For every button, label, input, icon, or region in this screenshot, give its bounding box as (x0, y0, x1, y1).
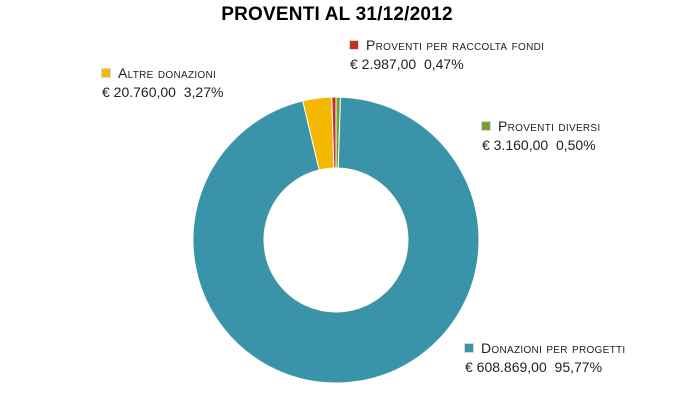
legend-swatch-donazioni-progetti (465, 343, 473, 352)
legend-swatch-proventi-diversi (482, 121, 490, 130)
legend-value-proventi-raccolta-fondi: € 2.987,00 0,47% (350, 56, 544, 72)
legend-label-donazioni-progetti: Donazioni per progetti (481, 339, 626, 356)
legend-amount-donazioni-progetti: € 608.869,00 (465, 359, 547, 375)
legend-label-altre-donazioni: Altre donazioni (118, 64, 217, 81)
slice-proventi-per-raccolta-fondi (331, 96, 337, 169)
legend-swatch-altre-donazioni (102, 68, 110, 77)
legend-altre-donazioni: Altre donazioni € 20.760,00 3,27% (102, 64, 223, 100)
legend-percent-donazioni-progetti: 95,77% (554, 359, 603, 375)
legend-value-altre-donazioni: € 20.760,00 3,27% (102, 84, 223, 100)
legend-label-proventi-diversi: Proventi diversi (498, 117, 601, 134)
legend-value-donazioni-progetti: € 608.869,00 95,77% (465, 359, 626, 375)
slice-donazioni-per-progetti (192, 96, 480, 384)
legend-donazioni-progetti: Donazioni per progetti € 608.869,00 95,7… (465, 339, 626, 375)
legend-percent-proventi-raccolta-fondi: 0,47% (423, 56, 464, 72)
legend-amount-proventi-raccolta-fondi: € 2.987,00 (350, 56, 417, 72)
legend-swatch-proventi-raccolta-fondi (350, 40, 358, 49)
legend-label-proventi-raccolta-fondi: Proventi per raccolta fondi (366, 36, 545, 53)
legend-proventi-diversi: Proventi diversi € 3.160,00 0,50% (482, 117, 601, 153)
legend-percent-altre-donazioni: 3,27% (183, 84, 224, 100)
chart-title: PROVENTI AL 31/12/2012 (221, 4, 453, 25)
legend-amount-proventi-diversi: € 3.160,00 (482, 137, 549, 153)
legend-value-proventi-diversi: € 3.160,00 0,50% (482, 137, 601, 153)
legend-percent-proventi-diversi: 0,50% (555, 137, 596, 153)
legend-proventi-raccolta-fondi: Proventi per raccolta fondi € 2.987,00 0… (350, 36, 544, 72)
legend-amount-altre-donazioni: € 20.760,00 (102, 84, 176, 100)
